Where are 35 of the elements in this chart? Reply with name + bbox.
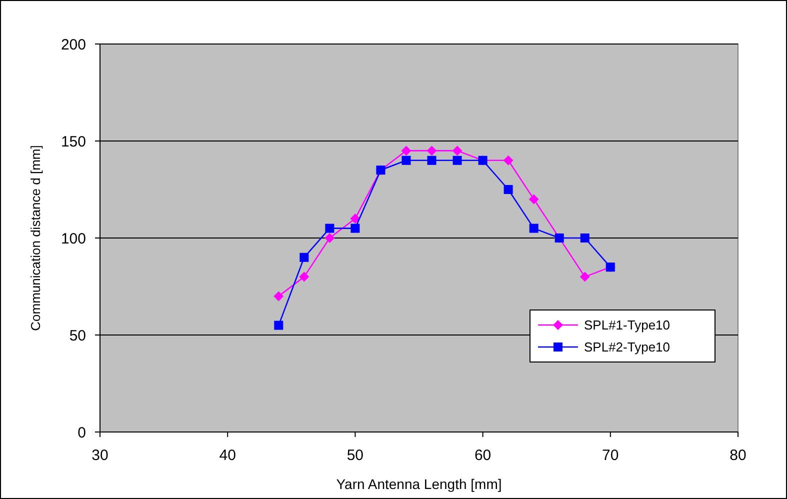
- point: [324, 233, 335, 243]
- point: [401, 146, 412, 156]
- y-tick-label: 50: [69, 327, 86, 344]
- y-tick-label: 150: [60, 133, 86, 150]
- point: [580, 234, 590, 242]
- legend-label: SPL#1-Type10: [584, 318, 670, 333]
- legend-label: SPL#2-Type10: [584, 340, 670, 355]
- point: [299, 272, 310, 282]
- x-tick-label: 60: [474, 447, 492, 464]
- point: [427, 156, 436, 165]
- x-tick-label: 50: [346, 447, 364, 464]
- x-tick-label: 40: [219, 447, 236, 464]
- point: [503, 155, 514, 166]
- point: [452, 146, 462, 156]
- point: [274, 291, 284, 302]
- point: [580, 272, 590, 282]
- y-tick-label: 100: [60, 230, 86, 248]
- point: [504, 185, 513, 194]
- x-tick-label: 80: [730, 447, 746, 464]
- point: [529, 224, 538, 233]
- point: [274, 320, 284, 330]
- point: [325, 224, 334, 233]
- y-tick-label: 0: [78, 424, 86, 442]
- y-tick-label: 200: [60, 36, 86, 54]
- point: [350, 224, 360, 233]
- point: [300, 252, 309, 262]
- point: [452, 156, 462, 165]
- y-axis-title: Communication distance d [mm]: [28, 145, 43, 331]
- point: [528, 194, 539, 204]
- x-tick-label: 70: [602, 447, 619, 464]
- point: [402, 156, 411, 165]
- x-tick-label: 30: [92, 447, 108, 464]
- point: [350, 214, 360, 224]
- x-axis-title: Yarn Antenna Length [mm]: [336, 476, 502, 492]
- point: [426, 146, 437, 156]
